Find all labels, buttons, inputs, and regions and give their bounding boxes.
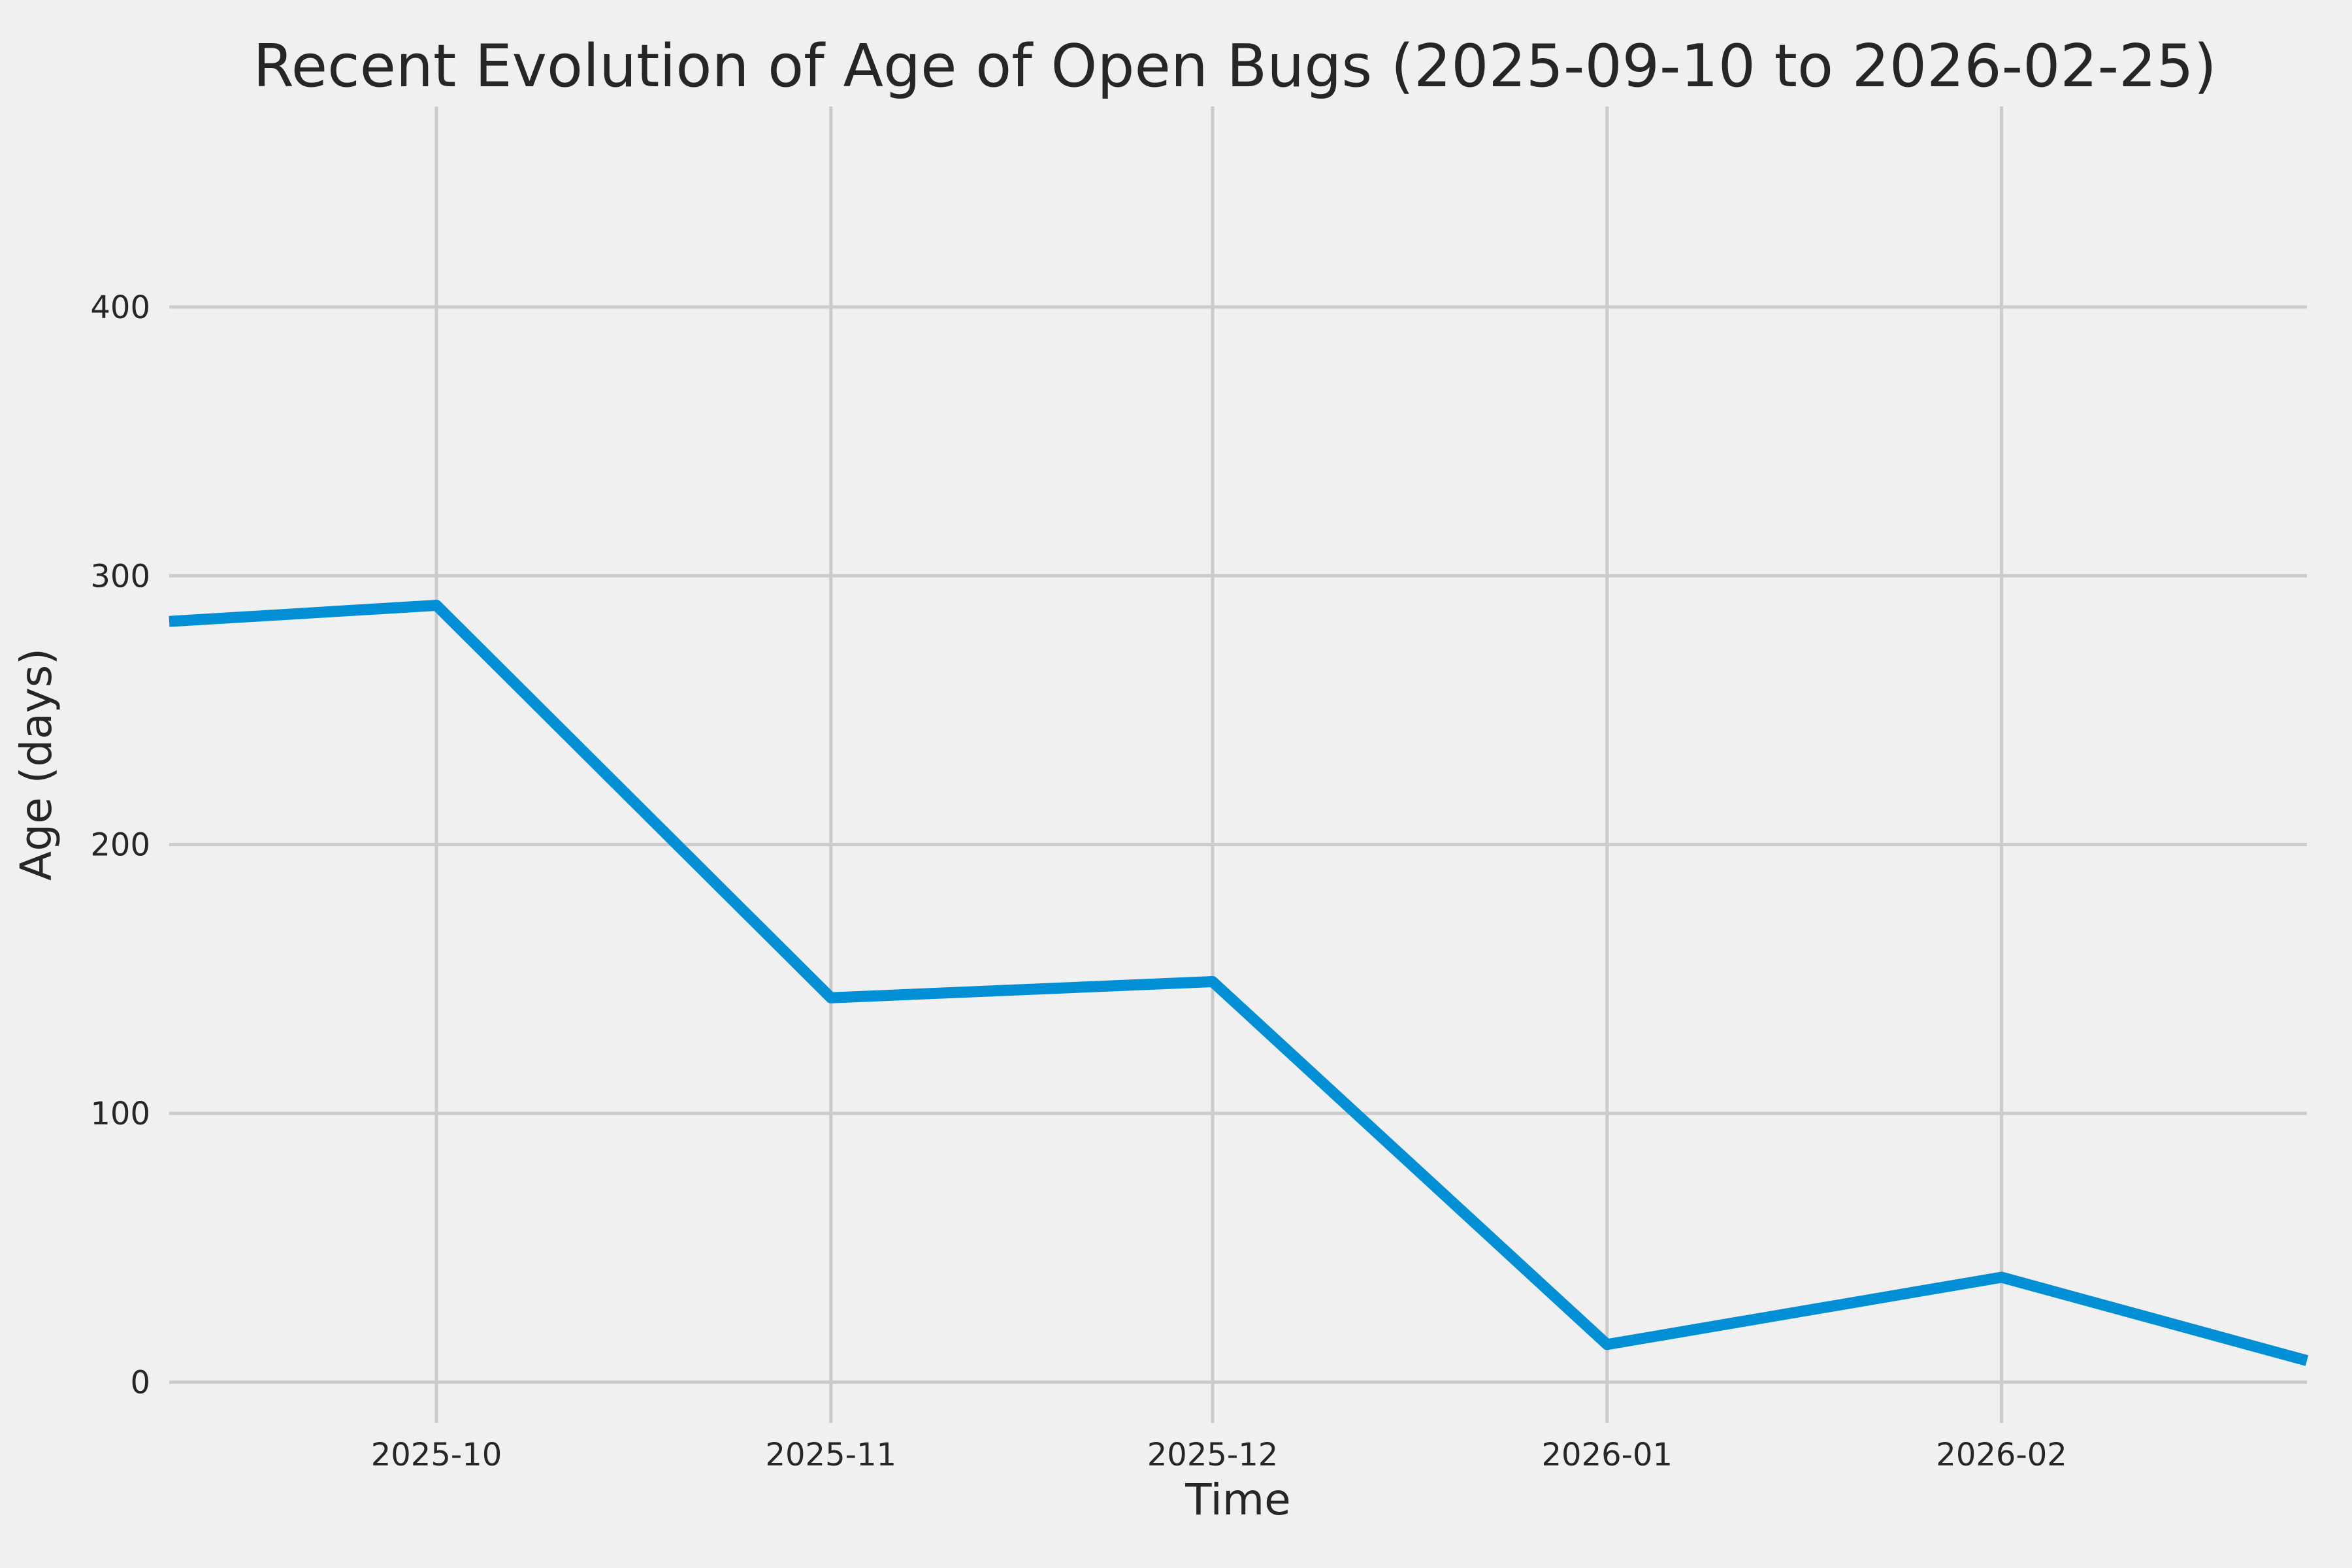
y-tick-label-100: 100 [90,1096,150,1132]
vertical-gridlines [434,106,2004,1423]
x-tick-label-2025-12: 2025-12 [1147,1437,1279,1473]
x-tick-label-2025-10: 2025-10 [371,1437,502,1473]
plot-area [169,106,2307,1423]
chart-title: Recent Evolution of Age of Open Bugs (20… [253,32,2217,101]
y-tick-label-400: 400 [90,289,150,326]
age-series-line [169,600,2309,1366]
y-tick-label-200: 200 [90,827,150,864]
x-tick-labels: 2025-10 2025-11 2025-12 2026-01 2026-02 [371,1437,2067,1473]
y-axis-label: Age (days) [11,648,61,881]
x-tick-label-2025-11: 2025-11 [765,1437,896,1473]
y-tick-label-0: 0 [130,1364,150,1401]
x-tick-label-2026-02: 2026-02 [1936,1437,2067,1473]
y-tick-labels: 0 100 200 300 400 [90,289,150,1401]
y-tick-label-300: 300 [90,558,150,595]
horizontal-gridlines [169,305,2307,1384]
x-tick-label-2026-01: 2026-01 [1542,1437,1673,1473]
x-axis-label: Time [1184,1475,1291,1525]
